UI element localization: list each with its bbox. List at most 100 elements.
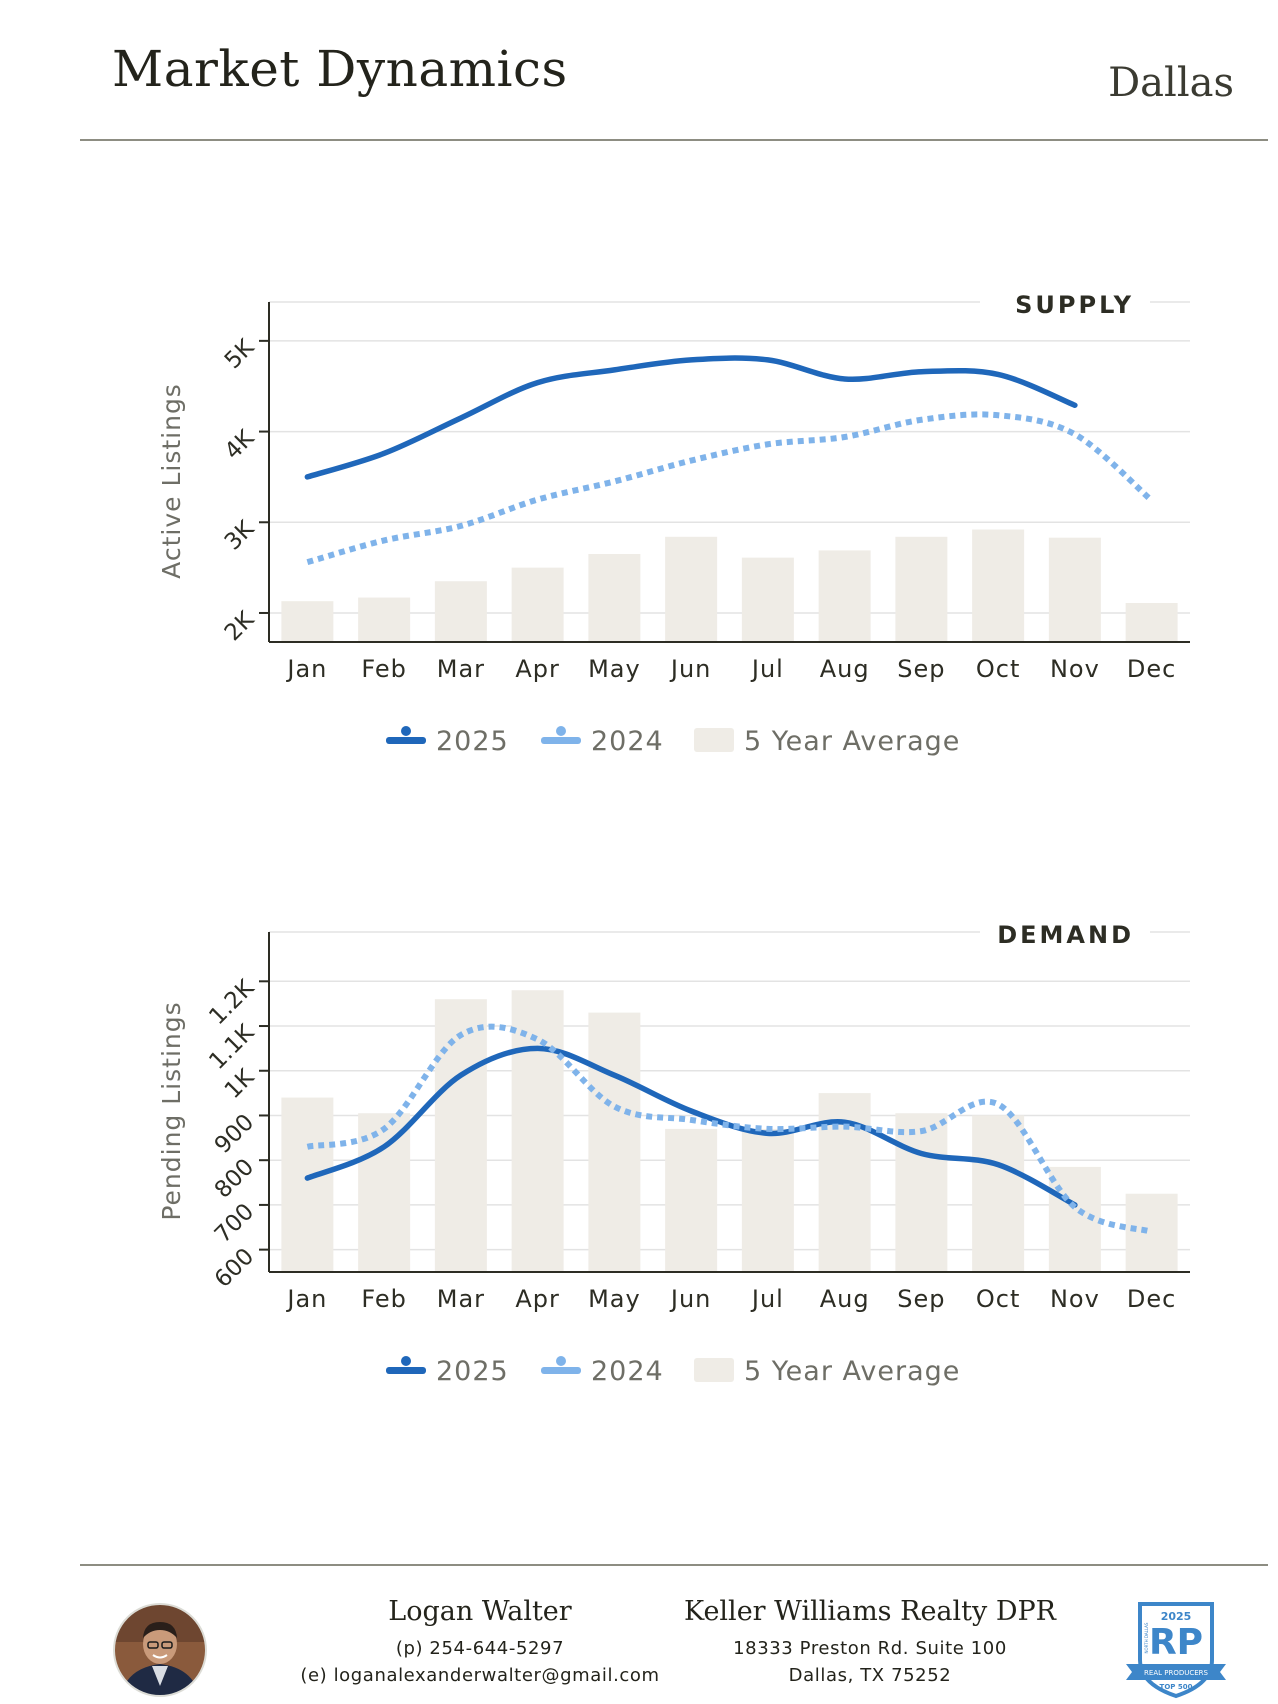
agent-avatar: [113, 1603, 207, 1697]
demand-bar-may: [588, 1012, 641, 1272]
supply-ytick-label: 4K: [220, 425, 260, 465]
demand-ytick-label: 700: [210, 1199, 259, 1248]
market-city: Dallas: [1108, 60, 1234, 106]
supply-ytick-label: 3K: [220, 515, 260, 555]
demand-xlabel-dec: Dec: [1127, 1285, 1176, 1313]
supply-ytick-label: 5K: [220, 334, 260, 374]
supply-title-bg: [980, 286, 1150, 318]
demand-bar-jun: [665, 1128, 718, 1272]
supply-xlabel-mar: Mar: [437, 655, 485, 683]
supply-bar-mar: [434, 581, 487, 642]
demand-title-bg: [980, 916, 1150, 948]
supply-bar-dec: [1125, 602, 1178, 642]
real-producers-badge: 2025 RP REAL PRODUCERS TOP 500 NORTH DAL…: [1126, 1602, 1226, 1699]
supply-bar-feb: [358, 597, 411, 642]
supply-legend-2025-swatch: [386, 737, 426, 744]
supply-line-2025: [304, 355, 1078, 480]
svg-text:RP: RP: [1149, 1622, 1203, 1663]
supply-ytick-label: 2K: [220, 606, 260, 646]
demand-bar-apr: [511, 990, 564, 1272]
demand-ytick-label: 1.2K: [204, 975, 260, 1031]
footer-divider: [80, 1564, 1268, 1566]
supply-xlabel-nov: Nov: [1050, 655, 1100, 683]
supply-xlabel-jun: Jun: [669, 655, 712, 683]
demand-xlabel-mar: Mar: [437, 1285, 485, 1313]
supply-legend-2025-label: 2025: [436, 726, 509, 757]
supply-xlabel-aug: Aug: [820, 655, 870, 683]
demand-legend-avg-swatch: [694, 1358, 734, 1382]
agent-name: Logan Walter: [388, 1596, 572, 1627]
demand-ytick-label: 1.1K: [204, 1019, 260, 1075]
demand-xlabel-jan: Jan: [285, 1285, 327, 1313]
supply-legend: 2025 2024 5 Year Average: [386, 726, 960, 757]
supply-legend-2024-dot: [556, 726, 566, 736]
agent-phone: (p) 254-644-5297: [395, 1638, 565, 1659]
svg-text:NORTH DALLAS: NORTH DALLAS: [1144, 1622, 1149, 1653]
demand-ylabel: Pending Listings: [157, 1001, 186, 1220]
demand-xlabel-apr: Apr: [515, 1285, 560, 1313]
demand-bar-jul: [741, 1128, 794, 1272]
svg-text:TOP 500: TOP 500: [1160, 1683, 1193, 1691]
demand-legend-2025-dot: [401, 1356, 411, 1366]
supply-bar-jun: [665, 536, 718, 642]
demand-xlabel-nov: Nov: [1050, 1285, 1100, 1313]
agent-email: (e) loganalexanderwalter@gmail.com: [300, 1665, 660, 1686]
demand-legend-2024-label: 2024: [591, 1356, 664, 1387]
company-address-line1: 18333 Preston Rd. Suite 100: [733, 1638, 1007, 1659]
demand-legend-2025-swatch: [386, 1367, 426, 1374]
supply-bar-sep: [895, 536, 948, 642]
supply-xlabel-jan: Jan: [285, 655, 327, 683]
demand-legend-2025-label: 2025: [436, 1356, 509, 1387]
supply-bar-jan: [281, 601, 334, 642]
supply-legend-avg-label: 5 Year Average: [744, 726, 960, 757]
demand-legend: 2025 2024 5 Year Average: [386, 1356, 960, 1387]
company-address-line2: Dallas, TX 75252: [788, 1665, 952, 1686]
supply-xlabel-dec: Dec: [1127, 655, 1176, 683]
svg-text:2025: 2025: [1161, 1610, 1192, 1623]
demand-ytick-label: 800: [210, 1154, 259, 1203]
supply-legend-2025-dot: [401, 726, 411, 736]
page-title: Market Dynamics: [112, 40, 568, 98]
supply-legend-2024-swatch: [541, 737, 581, 744]
supply-line-2024: [306, 411, 1154, 566]
demand-title: DEMAND: [997, 921, 1134, 949]
demand-xlabel-jun: Jun: [669, 1285, 712, 1313]
demand-bar-oct: [972, 1115, 1025, 1272]
supply-bar-jul: [741, 557, 794, 642]
header-divider: [80, 139, 1268, 141]
demand-bar-sep: [895, 1113, 948, 1272]
demand-bar-mar: [434, 999, 487, 1272]
demand-bar-dec: [1125, 1193, 1178, 1272]
supply-title: SUPPLY: [1015, 291, 1134, 319]
demand-xlabel-may: May: [588, 1285, 641, 1313]
demand-ytick-label: 600: [210, 1243, 259, 1292]
company-name: Keller Williams Realty DPR: [684, 1596, 1056, 1627]
demand-xlabel-jul: Jul: [750, 1285, 784, 1313]
svg-text:REAL PRODUCERS: REAL PRODUCERS: [1144, 1669, 1208, 1677]
supply-bar-may: [588, 554, 641, 642]
supply-xlabel-apr: Apr: [515, 655, 560, 683]
supply-legend-avg-swatch: [694, 728, 734, 752]
demand-legend-avg-label: 5 Year Average: [744, 1356, 960, 1387]
demand-xlabel-sep: Sep: [897, 1285, 945, 1313]
demand-line-2025: [304, 1045, 1078, 1208]
supply-legend-2024-label: 2024: [591, 726, 664, 757]
supply-xlabel-jul: Jul: [750, 655, 784, 683]
demand-xlabel-feb: Feb: [361, 1285, 407, 1313]
supply-xlabel-may: May: [588, 655, 641, 683]
demand-xlabel-oct: Oct: [976, 1285, 1021, 1313]
demand-bar-jan: [281, 1097, 334, 1272]
supply-ylabel: Active Listings: [157, 383, 186, 579]
demand-ytick-label: 900: [210, 1109, 259, 1158]
supply-xlabel-oct: Oct: [976, 655, 1021, 683]
demand-xlabel-aug: Aug: [820, 1285, 870, 1313]
supply-bar-nov: [1048, 537, 1101, 642]
supply-chart: 2K 3K 4K 5K SUPPLY Jan Feb Mar Apr May Jun Jul Aug Se…: [157, 286, 1190, 757]
supply-xlabel-feb: Feb: [361, 655, 407, 683]
demand-legend-2024-dot: [556, 1356, 566, 1366]
supply-xlabel-sep: Sep: [897, 655, 945, 683]
demand-legend-2024-swatch: [541, 1367, 581, 1374]
demand-line-2024: [306, 1023, 1153, 1235]
supply-bar-oct: [972, 529, 1025, 642]
